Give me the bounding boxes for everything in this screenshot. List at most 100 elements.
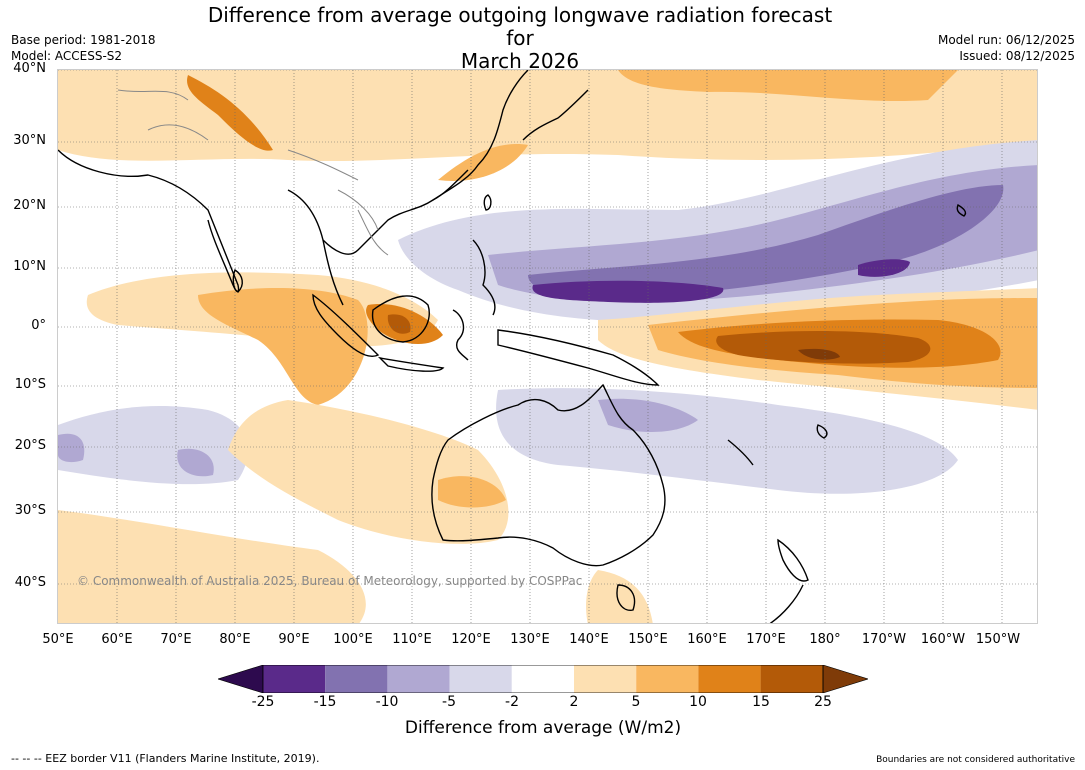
lat-label-30s: 30°S bbox=[14, 503, 46, 518]
coast-japan bbox=[522, 89, 589, 141]
title-line-1: Difference from average outgoing longwav… bbox=[207, 3, 833, 50]
coast-sulawesi bbox=[452, 309, 469, 361]
coast-borneo bbox=[371, 295, 430, 343]
lat-label-20n: 20°N bbox=[13, 198, 46, 213]
lat-label-10s: 10°S bbox=[14, 377, 46, 392]
lon-label-50e: 50°E bbox=[42, 632, 74, 647]
colorbar-tick-8: 10 bbox=[689, 694, 707, 710]
lon-label-60e: 60°E bbox=[101, 632, 133, 647]
copyright-notice: © Commonwealth of Australia 2025, Bureau… bbox=[77, 574, 583, 588]
meta-left: Base period: 1981-2018 Model: ACCESS-S2 bbox=[11, 32, 156, 64]
lon-label-170w: 170°W bbox=[861, 632, 907, 647]
lon-label-130e: 130°E bbox=[510, 632, 550, 647]
anomaly-south-indian-dark2 bbox=[177, 448, 214, 477]
colorbar-tick-7: 5 bbox=[631, 694, 641, 710]
colorbar bbox=[216, 664, 870, 697]
coast-philippines bbox=[472, 239, 496, 316]
model-run: Model run: 06/12/2025 bbox=[937, 33, 1075, 47]
lat-label-40s: 40°S bbox=[14, 575, 46, 590]
anomaly-north-pacific-core bbox=[532, 280, 724, 303]
coast-nz-south bbox=[769, 584, 804, 623]
lon-label-110e: 110°E bbox=[392, 632, 432, 647]
lon-label-80e: 80°E bbox=[219, 632, 251, 647]
coast-new-caledonia bbox=[727, 439, 754, 466]
coast-india bbox=[58, 149, 240, 293]
coast-taiwan bbox=[483, 194, 492, 211]
coast-tasmania bbox=[616, 584, 636, 611]
title-line-2: March 2026 bbox=[460, 49, 580, 73]
colorbar-under-arrow bbox=[216, 664, 264, 694]
country-borders bbox=[117, 89, 389, 256]
lat-label-30n: 30°N bbox=[13, 133, 46, 148]
boundary-disclaimer: Boundaries are not considered authoritat… bbox=[876, 755, 1075, 765]
colorbar-tick-9: 15 bbox=[752, 694, 770, 710]
colorbar-over-arrow bbox=[822, 664, 870, 694]
colorbar-tick-5: -2 bbox=[505, 694, 519, 710]
lat-label-40n: 40°N bbox=[13, 61, 46, 76]
colorbar-bin-5 bbox=[511, 665, 574, 693]
colorbar-bin-7 bbox=[636, 665, 699, 693]
anomaly-himalaya bbox=[187, 75, 273, 151]
coast-china bbox=[432, 70, 529, 201]
colorbar-tick-3: -10 bbox=[375, 694, 399, 710]
colorbar-tick-10: 25 bbox=[814, 694, 832, 710]
coast-australia bbox=[431, 383, 666, 567]
lon-label-70e: 70°E bbox=[160, 632, 192, 647]
map-panel[interactable] bbox=[57, 69, 1038, 624]
map-title: Difference from average outgoing longwav… bbox=[200, 4, 840, 73]
anomaly-indian-mid bbox=[198, 288, 368, 405]
lat-label-0: 0° bbox=[31, 318, 46, 333]
anomaly-maritime-core bbox=[387, 314, 411, 334]
anomaly-eq-pacific-core bbox=[716, 331, 931, 364]
colorbar-bin-2 bbox=[325, 665, 388, 693]
eez-footnote: -- -- -- EEZ border V11 (Flanders Marine… bbox=[11, 752, 320, 765]
anomaly-south-light bbox=[58, 510, 366, 623]
lon-label-140e: 140°E bbox=[569, 632, 609, 647]
meta-right: Model run: 06/12/2025 Issued: 08/12/2025 bbox=[938, 32, 1075, 64]
lat-label-10n: 10°N bbox=[13, 259, 46, 274]
colorbar-svg bbox=[216, 664, 870, 694]
lat-label-20s: 20°S bbox=[14, 438, 46, 453]
coast-new-guinea bbox=[497, 329, 660, 386]
grid-lines bbox=[58, 70, 1037, 623]
colorbar-bin-6 bbox=[574, 665, 637, 693]
anomaly-australia-light bbox=[228, 400, 509, 544]
lon-label-120e: 120°E bbox=[451, 632, 491, 647]
colorbar-bin-9 bbox=[760, 665, 823, 693]
lon-label-150e: 150°E bbox=[628, 632, 668, 647]
anomaly-australia-mid bbox=[438, 476, 506, 508]
coast-nz-north bbox=[777, 538, 809, 582]
lon-label-180: 180° bbox=[809, 632, 841, 647]
coast-sri-lanka bbox=[232, 268, 243, 293]
coast-sumatra bbox=[312, 293, 380, 357]
anomaly-south-indian-dark bbox=[58, 433, 85, 463]
colorbar-bin-4 bbox=[449, 665, 512, 693]
coast-hawaii bbox=[956, 203, 967, 217]
map-canvas bbox=[58, 70, 1037, 623]
colorbar-tick-4: -5 bbox=[442, 694, 456, 710]
anomaly-coral-sea-purple bbox=[496, 388, 958, 494]
coast-malaya bbox=[322, 239, 344, 306]
lon-label-170e: 170°E bbox=[746, 632, 786, 647]
model-name: Model: ACCESS-S2 bbox=[11, 49, 123, 63]
colorbar-bin-3 bbox=[387, 665, 450, 693]
coastlines bbox=[58, 70, 967, 623]
lon-label-90e: 90°E bbox=[278, 632, 310, 647]
coast-java bbox=[377, 356, 445, 372]
colorbar-tick-6: 2 bbox=[569, 694, 579, 710]
coast-fiji bbox=[816, 424, 828, 439]
base-period: Base period: 1981-2018 bbox=[11, 33, 156, 47]
colorbar-tick-1: -25 bbox=[251, 694, 275, 710]
lon-label-160w: 160°W bbox=[920, 632, 966, 647]
anomaly-tasman-light bbox=[586, 570, 653, 623]
anomaly-china-orange bbox=[438, 144, 528, 181]
colorbar-bin-8 bbox=[698, 665, 761, 693]
anomaly-north-orange bbox=[618, 70, 958, 102]
colorbar-title: Difference from average (W/m2) bbox=[404, 718, 682, 738]
lon-label-160e: 160°E bbox=[687, 632, 727, 647]
colorbar-tick-2: -15 bbox=[313, 694, 337, 710]
lon-label-150w: 150°W bbox=[975, 632, 1021, 647]
anomaly-north-pacific-dark bbox=[528, 185, 1004, 299]
issued-date: Issued: 08/12/2025 bbox=[959, 49, 1075, 63]
anomaly-eq-pacific-spot bbox=[798, 348, 840, 360]
